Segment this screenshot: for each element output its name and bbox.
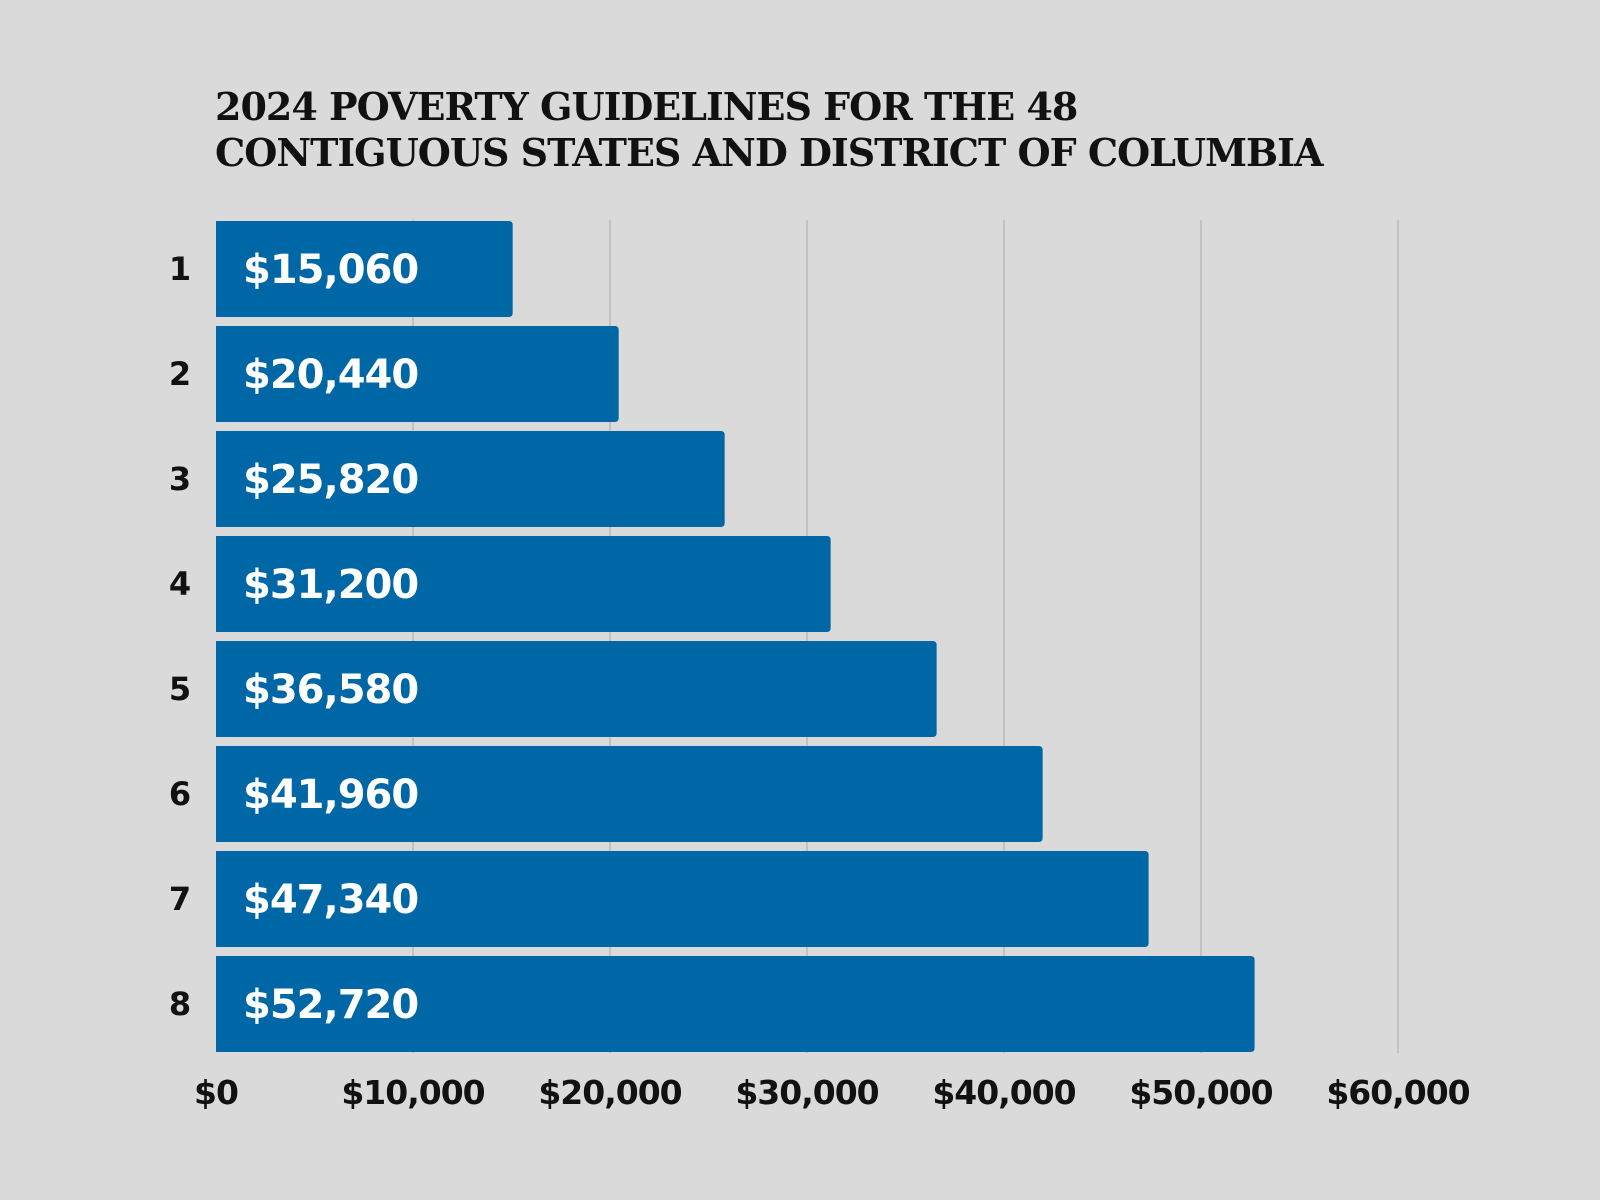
x-tick-label: $40,000 (932, 1073, 1075, 1112)
bar-value-label: $31,200 (243, 562, 418, 608)
x-tick-label: $10,000 (341, 1073, 484, 1112)
category-label: 2 (169, 355, 191, 393)
bars (216, 221, 1255, 1052)
bar-value-labels: $15,060 $20,440 $25,820 $31,200 $36,580 $41,9… (243, 247, 419, 1028)
category-label: 3 (169, 460, 191, 498)
bar (216, 641, 937, 737)
x-tick-label: $50,000 (1129, 1073, 1272, 1112)
x-axis-tick-labels: $0 $10,000 $20,000 $30,000 $40,000 $50,000 $60… (194, 1073, 1471, 1112)
bar (216, 851, 1149, 947)
bar-value-label: $36,580 (243, 667, 418, 713)
bar (216, 326, 619, 422)
x-tick-label: $0 (194, 1073, 238, 1112)
category-label: 7 (169, 880, 191, 918)
bar (216, 746, 1043, 842)
bar (216, 431, 725, 527)
bar-value-label: $20,440 (243, 352, 418, 398)
category-label: 8 (169, 985, 191, 1023)
category-label: 5 (169, 670, 191, 708)
bar-value-label: $52,720 (243, 982, 418, 1028)
category-label: 6 (169, 775, 191, 813)
bar-value-label: $15,060 (243, 247, 418, 293)
bar (216, 536, 831, 632)
category-labels: 1 2 3 4 5 6 7 8 (169, 250, 191, 1023)
bar-value-label: $41,960 (243, 772, 418, 818)
bar (216, 956, 1255, 1052)
bar-value-label: $47,340 (243, 877, 418, 923)
chart-title: 2024 POVERTY GUIDELINES FOR THE 48 CONTI… (215, 84, 1323, 175)
category-label: 1 (169, 250, 191, 288)
bar (216, 221, 513, 317)
x-tick-label: $20,000 (538, 1073, 681, 1112)
x-tick-label: $60,000 (1326, 1073, 1469, 1112)
category-label: 4 (169, 565, 191, 603)
x-tick-label: $30,000 (735, 1073, 878, 1112)
bar-value-label: $25,820 (243, 457, 418, 503)
